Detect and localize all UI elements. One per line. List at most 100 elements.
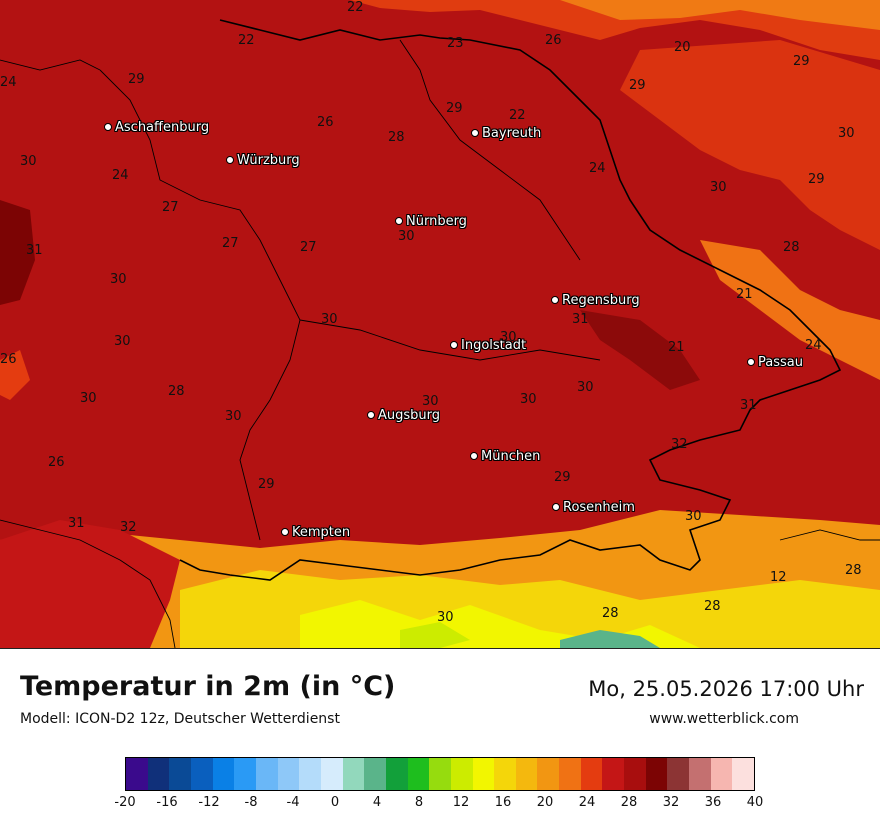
city-name: Würzburg (237, 153, 300, 168)
temperature-value: 30 (80, 391, 97, 406)
legend-color-segment (299, 758, 321, 790)
legend-tick-label: -8 (244, 795, 258, 810)
color-legend-bar (125, 757, 755, 791)
temperature-value: 23 (447, 36, 464, 51)
legend-color-segment (472, 758, 495, 790)
city-name: Passau (758, 355, 803, 370)
legend-color-segment (624, 758, 646, 790)
city-dot-icon (471, 128, 479, 137)
legend-tick-label: 32 (662, 795, 680, 810)
district-border-north (399, 39, 581, 261)
temperature-value: 22 (509, 108, 526, 123)
southwest-red-zone (0, 520, 180, 648)
city-label: Rosenheim (552, 500, 635, 515)
temperature-value: 24 (0, 75, 17, 90)
city-dot-icon (470, 451, 478, 460)
temperature-value: 22 (347, 0, 364, 15)
legend-color-segment (494, 758, 516, 790)
temperature-value: 30 (225, 409, 242, 424)
legend-tick-label: 24 (578, 795, 596, 810)
temperature-value: 29 (446, 101, 463, 116)
city-label: Regensburg (551, 293, 640, 308)
city-dot-icon (281, 527, 289, 536)
city-name: München (481, 449, 541, 464)
temperature-value: 28 (602, 606, 619, 621)
legend-color-segment (190, 758, 213, 790)
east-warm-zone (620, 40, 880, 250)
city-name: Nürnberg (406, 214, 467, 229)
temperature-value: 20 (674, 40, 691, 55)
city-dot-icon (450, 340, 458, 349)
temperature-value: 29 (793, 54, 810, 69)
alps-lime-zone (400, 622, 470, 648)
temperature-value: 30 (422, 394, 439, 409)
legend-tick-label: 36 (704, 795, 722, 810)
temperature-value: 24 (805, 338, 822, 353)
model-info: Modell: ICON-D2 12z, Deutscher Wetterdie… (20, 711, 340, 727)
legend-tick-label: 40 (746, 795, 764, 810)
legend-color-segment (602, 758, 625, 790)
temperature-value: 29 (128, 72, 145, 87)
temperature-value: 28 (704, 599, 721, 614)
temperature-value: 27 (222, 236, 239, 251)
legend-color-segment (537, 758, 560, 790)
legend-tick-label: 28 (620, 795, 638, 810)
temperature-value: 24 (112, 168, 129, 183)
legend-tick-label: 8 (414, 795, 424, 810)
temperature-value: 21 (736, 287, 753, 302)
city-name: Augsburg (378, 408, 441, 423)
website-link[interactable]: www.wetterblick.com (649, 711, 799, 727)
legend-color-segment (147, 758, 170, 790)
city-label: Bayreuth (471, 126, 541, 141)
temperature-value: 30 (710, 180, 727, 195)
city-label: Aschaffenburg (104, 120, 209, 135)
temperature-map: Aschaffenburg Würzburg Bayreuth Nürnberg Reg… (0, 0, 880, 649)
city-name: Kempten (292, 525, 351, 540)
city-name: Bayreuth (482, 126, 542, 141)
temperature-value: 30 (114, 334, 131, 349)
legend-tick-label: -20 (114, 795, 136, 810)
temperature-value: 30 (520, 392, 537, 407)
city-label: Augsburg (367, 408, 440, 423)
city-dot-icon (104, 122, 112, 131)
legend-color-segment (320, 758, 343, 790)
city-dot-icon (367, 410, 375, 419)
temperature-value: 30 (500, 330, 517, 345)
legend-tick-label: -4 (286, 795, 300, 810)
temperature-value: 30 (321, 312, 338, 327)
map-title: Temperatur in 2m (in °C) (20, 671, 396, 702)
city-label: Kempten (281, 525, 350, 540)
legend-color-segment (234, 758, 256, 790)
temperature-value: 27 (162, 200, 179, 215)
temperature-value: 26 (545, 33, 562, 48)
legend-tick-label: 0 (330, 795, 340, 810)
temperature-value: 30 (577, 380, 594, 395)
north-orange-zone (560, 0, 880, 30)
legend-tick-label: -12 (198, 795, 220, 810)
temperature-value: 21 (668, 340, 685, 355)
map-footer: Temperatur in 2m (in °C) Modell: ICON-D2… (0, 649, 880, 830)
temperature-value: 32 (120, 520, 137, 535)
city-label: Passau (747, 355, 803, 370)
legend-tick-label: 16 (494, 795, 512, 810)
city-name: Aschaffenburg (115, 120, 210, 135)
temperature-value: 28 (388, 130, 405, 145)
city-dot-icon (552, 502, 560, 511)
legend-color-segment (450, 758, 473, 790)
west-warm-zone (0, 350, 30, 400)
legend-color-segment (277, 758, 300, 790)
temperature-value: 12 (770, 570, 787, 585)
legend-color-segment (645, 758, 668, 790)
legend-color-segment (559, 758, 581, 790)
legend-color-segment (580, 758, 603, 790)
legend-color-segment (515, 758, 538, 790)
legend-color-segment (385, 758, 408, 790)
city-dot-icon (226, 155, 234, 164)
temperature-value: 30 (398, 229, 415, 244)
legend-color-segment (212, 758, 235, 790)
temperature-value: 24 (589, 161, 606, 176)
danube-hot-zone (580, 310, 700, 390)
temperature-value: 31 (572, 312, 589, 327)
southwest-border (0, 519, 176, 648)
temperature-value: 32 (671, 437, 688, 452)
